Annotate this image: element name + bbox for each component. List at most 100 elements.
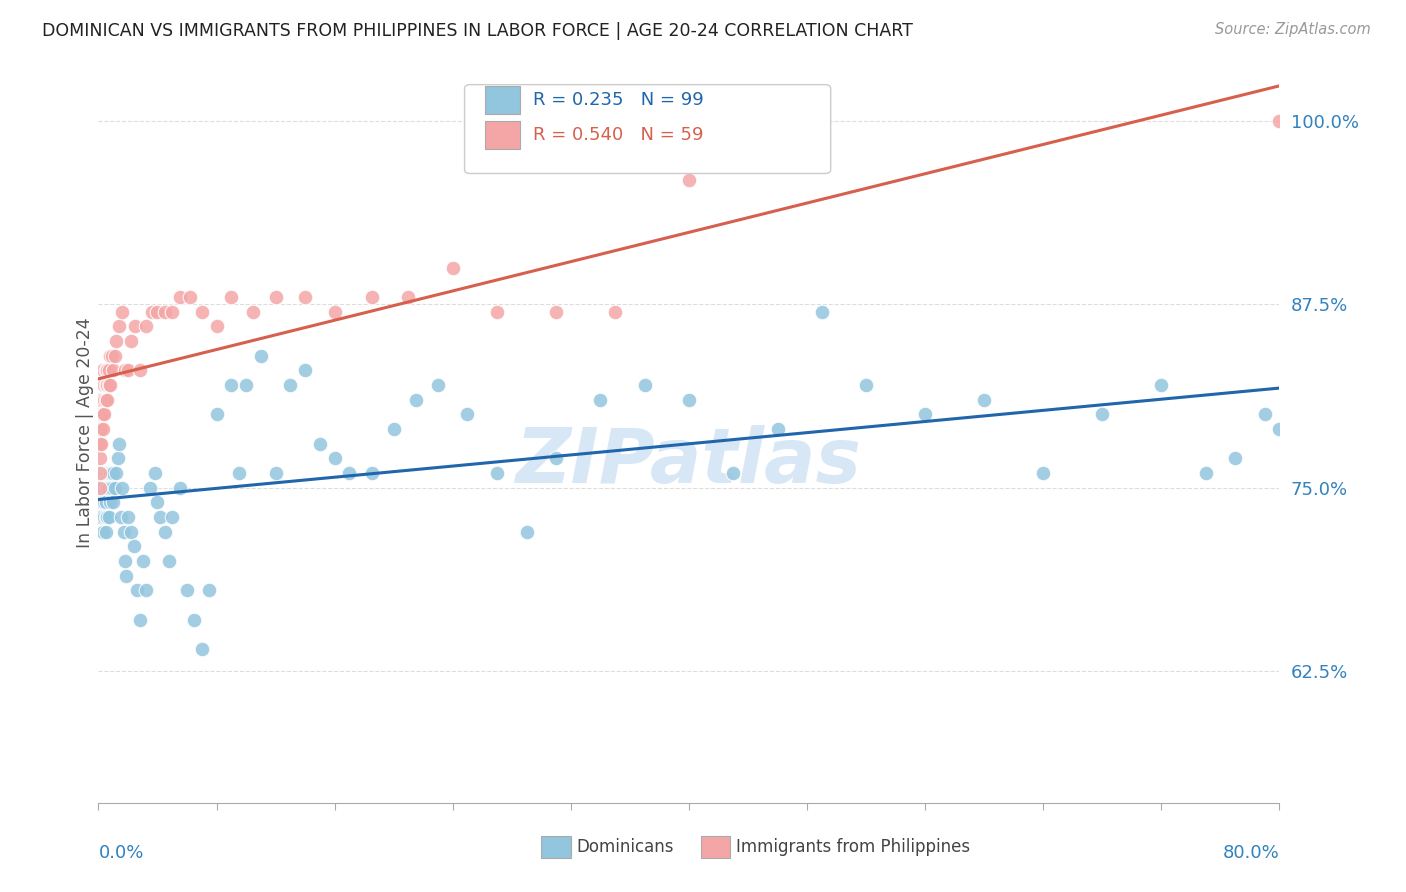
Point bbox=[97, 363, 120, 377]
Point bbox=[153, 304, 176, 318]
Text: ZIPatlas: ZIPatlas bbox=[516, 425, 862, 500]
Point bbox=[114, 363, 136, 377]
Point bbox=[111, 481, 134, 495]
Point bbox=[111, 304, 134, 318]
Point bbox=[94, 495, 117, 509]
Point bbox=[104, 481, 127, 495]
Point bbox=[98, 349, 121, 363]
Point bbox=[90, 466, 112, 480]
Point bbox=[1268, 422, 1291, 436]
Point bbox=[108, 319, 131, 334]
Point bbox=[120, 334, 142, 348]
Point bbox=[103, 363, 125, 377]
Point bbox=[93, 466, 115, 480]
Text: R = 0.540   N = 59: R = 0.540 N = 59 bbox=[533, 126, 703, 144]
Point bbox=[89, 436, 111, 450]
Point bbox=[146, 304, 169, 318]
Point bbox=[323, 451, 346, 466]
Point bbox=[96, 378, 118, 392]
Point bbox=[235, 378, 257, 392]
Point bbox=[914, 407, 936, 421]
Point bbox=[96, 363, 118, 377]
Point bbox=[90, 436, 112, 450]
Point bbox=[162, 510, 183, 524]
Point bbox=[89, 481, 111, 495]
Point bbox=[169, 290, 191, 304]
Point bbox=[153, 524, 176, 539]
Point bbox=[117, 363, 139, 377]
Bar bbox=[541, 836, 571, 858]
Point bbox=[94, 524, 117, 539]
Point bbox=[973, 392, 995, 407]
Point bbox=[97, 510, 120, 524]
Point bbox=[91, 481, 114, 495]
Point bbox=[191, 304, 214, 318]
Point bbox=[149, 510, 172, 524]
Point bbox=[198, 583, 221, 598]
Point bbox=[93, 495, 115, 509]
Point bbox=[264, 290, 287, 304]
Point bbox=[309, 436, 332, 450]
Point bbox=[427, 378, 450, 392]
Point bbox=[242, 304, 264, 318]
Point bbox=[143, 466, 166, 480]
Y-axis label: In Labor Force | Age 20-24: In Labor Force | Age 20-24 bbox=[76, 318, 94, 548]
Bar bbox=[485, 121, 520, 149]
Point bbox=[91, 495, 114, 509]
Point bbox=[90, 422, 112, 436]
Point bbox=[162, 304, 183, 318]
Point bbox=[221, 378, 243, 392]
Point bbox=[205, 319, 228, 334]
Point bbox=[405, 392, 427, 407]
Point bbox=[398, 290, 420, 304]
Point bbox=[1254, 407, 1277, 421]
Point bbox=[93, 510, 115, 524]
Point bbox=[1032, 466, 1054, 480]
Point bbox=[280, 378, 302, 392]
Point bbox=[96, 466, 118, 480]
Point bbox=[128, 613, 150, 627]
Point bbox=[89, 466, 111, 480]
Point bbox=[723, 466, 745, 480]
Point bbox=[90, 392, 112, 407]
Point bbox=[183, 613, 205, 627]
Point bbox=[157, 554, 180, 568]
Point bbox=[1225, 451, 1247, 466]
Bar bbox=[700, 836, 730, 858]
Point bbox=[89, 422, 111, 436]
Point bbox=[546, 451, 568, 466]
Point bbox=[120, 524, 142, 539]
Point bbox=[100, 466, 122, 480]
Point bbox=[139, 481, 162, 495]
Point bbox=[1195, 466, 1218, 480]
Point bbox=[457, 407, 479, 421]
Point bbox=[486, 304, 509, 318]
Point bbox=[93, 407, 115, 421]
Point bbox=[94, 378, 117, 392]
Point bbox=[1268, 114, 1291, 128]
Point bbox=[516, 524, 538, 539]
Point bbox=[250, 349, 273, 363]
Point bbox=[100, 349, 122, 363]
Point bbox=[90, 481, 112, 495]
Point bbox=[486, 466, 509, 480]
Point bbox=[135, 583, 157, 598]
Point bbox=[112, 524, 135, 539]
Point bbox=[89, 481, 111, 495]
Point bbox=[1091, 407, 1114, 421]
Point bbox=[104, 349, 127, 363]
Point bbox=[93, 378, 115, 392]
Point bbox=[339, 466, 361, 480]
Point bbox=[678, 392, 700, 407]
Point bbox=[89, 466, 111, 480]
Point bbox=[169, 481, 191, 495]
Point bbox=[98, 378, 121, 392]
Point bbox=[90, 510, 112, 524]
Text: R = 0.235   N = 99: R = 0.235 N = 99 bbox=[533, 91, 704, 109]
Point bbox=[1150, 378, 1173, 392]
Point bbox=[678, 172, 700, 186]
Point bbox=[128, 363, 150, 377]
Text: Dominicans: Dominicans bbox=[576, 838, 675, 856]
Point bbox=[91, 466, 114, 480]
Point bbox=[89, 466, 111, 480]
